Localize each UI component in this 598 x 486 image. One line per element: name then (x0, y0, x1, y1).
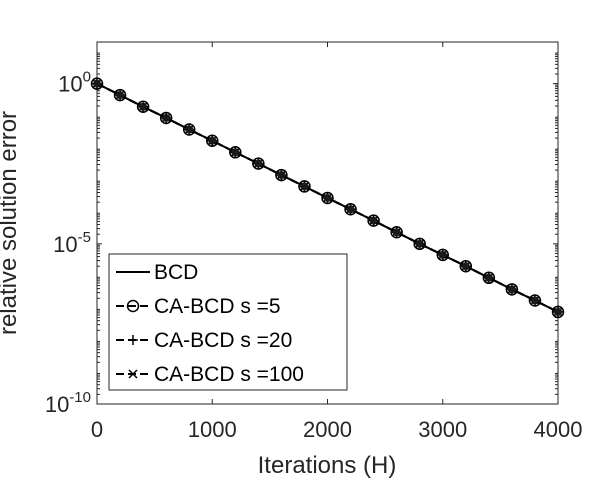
x-tick-label: 4000 (534, 417, 583, 442)
data-point (254, 159, 263, 168)
overlay-dots (93, 79, 562, 316)
legend-box (108, 253, 348, 391)
legend-swatch-marker (128, 335, 138, 345)
data-point (554, 307, 562, 316)
data-point (323, 193, 332, 202)
x-tick-label: 1000 (188, 417, 237, 442)
data-point (507, 285, 516, 294)
series-layer (90, 77, 565, 319)
y-axis-label: relative solution error (0, 111, 22, 335)
data-point (528, 294, 542, 307)
data-point (116, 91, 125, 100)
data-point (136, 100, 150, 114)
legend-item: CA-BCD s =100 (116, 363, 304, 386)
data-point (139, 102, 148, 111)
data-point (182, 123, 196, 136)
legend-label: CA-BCD s =5 (154, 295, 281, 318)
data-point (530, 296, 539, 305)
data-point (277, 171, 286, 180)
data-point (252, 157, 265, 170)
data-point (162, 113, 171, 122)
y-tick-label: 10-10 (45, 389, 91, 417)
legend-swatch-marker (126, 299, 140, 313)
legend-label: BCD (154, 261, 198, 284)
y-tick-label: 10-5 (53, 229, 91, 257)
legend-swatch-marker (128, 369, 138, 379)
legend-label: CA-BCD s =100 (154, 363, 304, 386)
x-axis-label: Iterations (H) (258, 452, 397, 479)
data-point (436, 248, 449, 262)
data-point (185, 125, 194, 134)
data-point (369, 216, 378, 225)
data-point (208, 136, 217, 145)
data-point (392, 228, 401, 237)
legend-item: BCD (116, 261, 198, 284)
data-point (459, 259, 473, 273)
data-point (231, 148, 240, 157)
data-point (482, 271, 496, 285)
data-point (461, 262, 470, 271)
data-point (93, 79, 101, 88)
y-tick-label: 100 (58, 69, 91, 97)
data-point (415, 239, 424, 248)
x-tick-label: 0 (91, 417, 103, 442)
data-point (229, 146, 242, 159)
data-point (438, 250, 447, 259)
data-point (367, 214, 380, 227)
data-point (484, 273, 493, 282)
data-point (300, 182, 309, 191)
legend-item: CA-BCD s =20 (116, 329, 292, 352)
data-point (275, 168, 288, 182)
legend: BCD CA-BCD s =5 CA-BCD s =20 CA-BCD s =100 (108, 253, 348, 391)
legend-label: CA-BCD s =20 (154, 329, 292, 352)
data-point (298, 180, 311, 193)
data-point (413, 237, 426, 251)
data-point (551, 305, 565, 319)
data-point (344, 203, 357, 216)
data-point (390, 225, 403, 239)
data-point (505, 283, 519, 296)
legend-item: CA-BCD s =5 (116, 295, 281, 318)
data-point (206, 134, 219, 147)
x-tick-label: 3000 (418, 417, 467, 442)
x-tick-label: 2000 (303, 417, 352, 442)
axis-ticks: 0 1000 2000 3000 4000 100 10-5 10-10 (45, 42, 583, 442)
data-point (321, 191, 334, 205)
data-point (90, 77, 104, 90)
data-point (113, 88, 127, 102)
data-point (346, 205, 355, 214)
data-point (159, 111, 173, 125)
